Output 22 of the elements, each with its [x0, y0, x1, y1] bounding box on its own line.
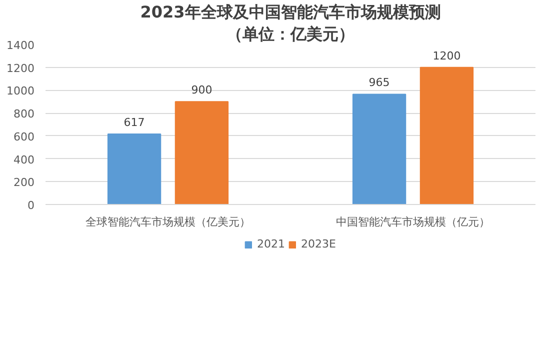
- bar: [174, 101, 229, 204]
- legend-label: 2021: [257, 238, 286, 250]
- y-tick-label: 400: [14, 153, 35, 166]
- chart-title: 2023年全球及中国智能汽车市场规模预测: [140, 2, 441, 22]
- data-label: 617: [124, 116, 145, 129]
- bar: [107, 133, 162, 204]
- y-tick-label: 200: [14, 176, 35, 190]
- x-tick-label: 中国智能汽车市场规模（亿元）: [336, 216, 490, 228]
- bar: [352, 94, 406, 204]
- y-tick-label: 800: [14, 108, 35, 121]
- y-tick-label: 0: [28, 199, 34, 212]
- legend-label: 2023E: [301, 238, 336, 250]
- chart-subtitle: （单位：亿美元）: [226, 24, 354, 44]
- data-label: 965: [368, 76, 390, 90]
- y-tick-label: 1400: [6, 39, 35, 52]
- data-label: 900: [191, 84, 212, 97]
- data-label: 1200: [432, 49, 461, 62]
- y-tick-label: 1000: [6, 84, 35, 98]
- y-tick-label: 1200: [6, 62, 35, 75]
- y-tick-label: 600: [14, 130, 35, 144]
- bar: [420, 66, 474, 204]
- x-tick-label: 全球智能汽车市场规模（亿美元）: [86, 216, 250, 228]
